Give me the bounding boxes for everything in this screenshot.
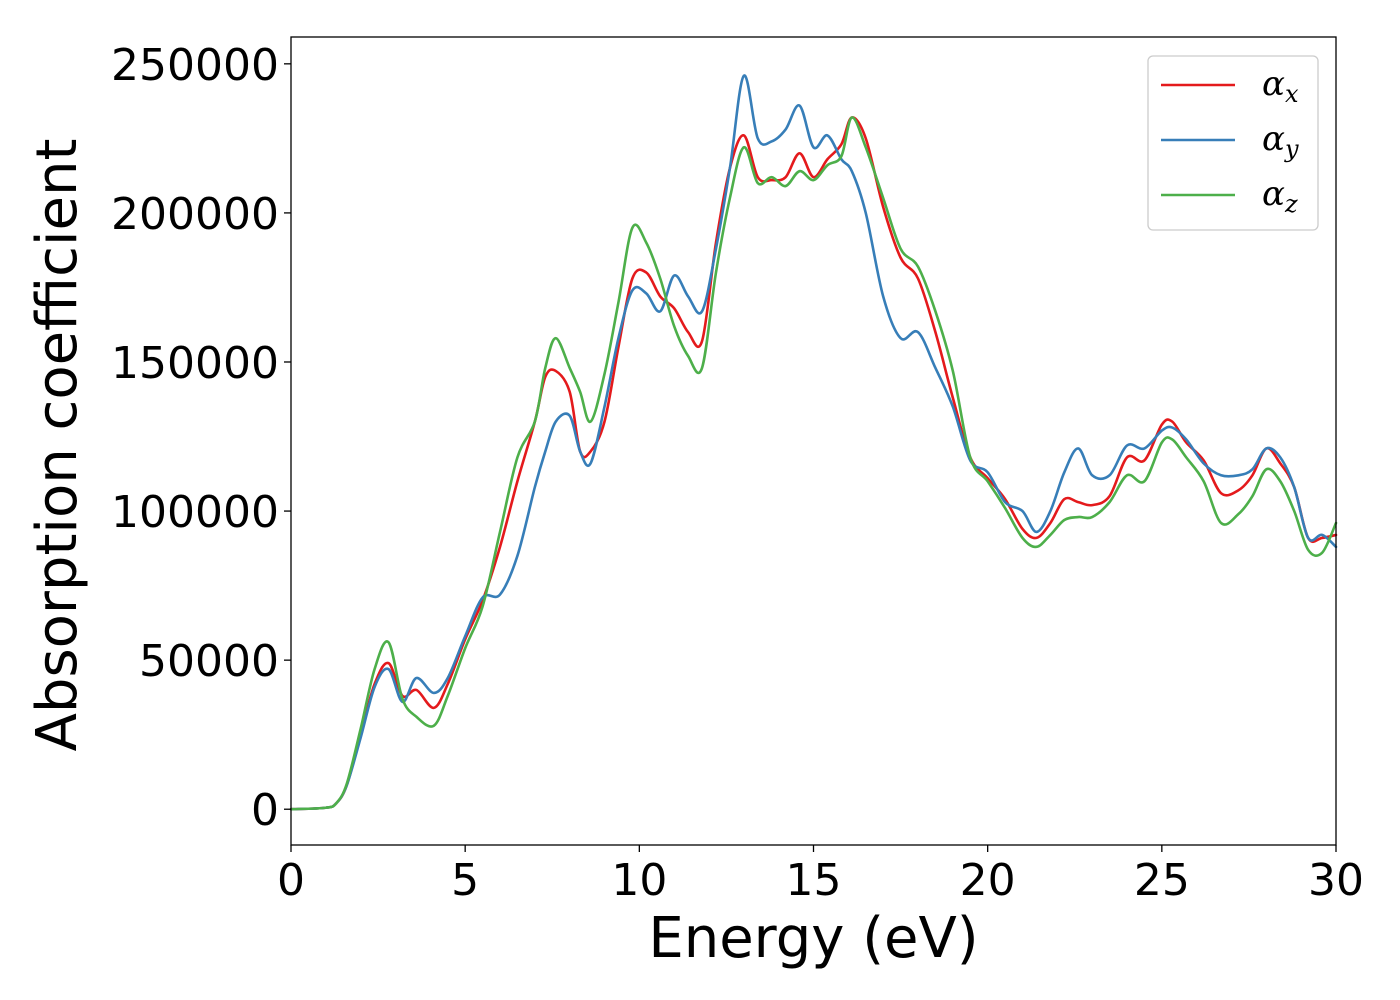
axes-layer: 0 5 10 15 20 25 30 0 50000 100000 150000 200000 2500… (111, 36, 1364, 906)
x-tick-label: 30 (1308, 855, 1364, 906)
y-tick-label: 0 (251, 785, 279, 836)
x-tick-label: 25 (1134, 855, 1190, 906)
x-tick-label: 0 (277, 855, 305, 906)
legend-label-x: αx (1262, 64, 1299, 108)
y-axis-label: Absorption coefficient (25, 139, 90, 752)
y-tick-label: 50000 (139, 636, 279, 687)
legend-box (1147, 55, 1319, 231)
y-tick-label: 200000 (111, 189, 279, 240)
legend: αx αy αz (1147, 55, 1319, 231)
legend-label-z: αz (1262, 174, 1298, 218)
x-tick-label: 10 (611, 855, 667, 906)
x-axis-label: Energy (eV) (648, 906, 978, 971)
series-layer (289, 74, 1338, 811)
x-tick-label: 20 (960, 855, 1016, 906)
y-tick-label: 150000 (111, 338, 279, 389)
legend-label-y: αy (1262, 119, 1299, 163)
y-tick-label: 250000 (111, 40, 279, 91)
x-tick-label: 15 (786, 855, 842, 906)
series-line-alpha-z (289, 116, 1338, 811)
y-tick-label: 100000 (111, 487, 279, 538)
series-line-alpha-y (289, 74, 1338, 811)
x-tick-label: 5 (451, 855, 479, 906)
series-line-alpha-x (289, 116, 1338, 811)
